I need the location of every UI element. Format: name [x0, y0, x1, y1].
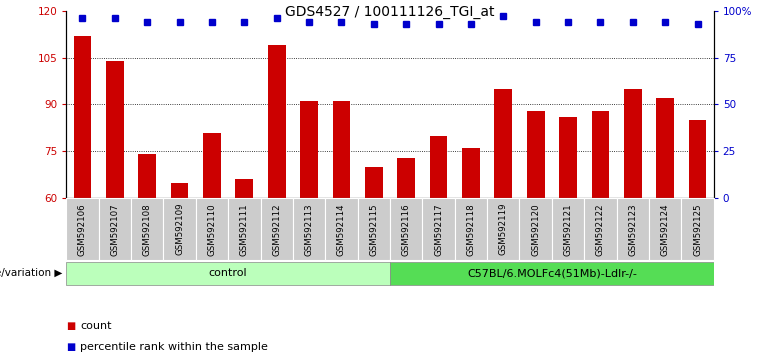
Text: GSM592108: GSM592108 — [143, 203, 152, 256]
Text: GSM592121: GSM592121 — [563, 203, 573, 256]
FancyBboxPatch shape — [261, 198, 293, 260]
Bar — [365, 167, 383, 198]
Bar — [171, 183, 189, 198]
Text: control: control — [209, 268, 247, 279]
FancyBboxPatch shape — [164, 198, 196, 260]
Bar — [430, 136, 448, 198]
Text: GSM592111: GSM592111 — [239, 203, 249, 256]
FancyBboxPatch shape — [99, 198, 131, 260]
FancyBboxPatch shape — [358, 198, 390, 260]
Text: GSM592114: GSM592114 — [337, 203, 346, 256]
FancyBboxPatch shape — [423, 198, 455, 260]
FancyBboxPatch shape — [519, 198, 552, 260]
Text: count: count — [80, 321, 112, 331]
Bar — [106, 61, 124, 198]
FancyBboxPatch shape — [487, 198, 519, 260]
Text: GSM592107: GSM592107 — [110, 203, 119, 256]
Text: GSM592112: GSM592112 — [272, 203, 282, 256]
Bar — [236, 179, 254, 198]
Text: GSM592124: GSM592124 — [661, 203, 670, 256]
Bar — [526, 111, 544, 198]
FancyBboxPatch shape — [131, 198, 164, 260]
Bar — [73, 36, 91, 198]
Bar — [624, 89, 642, 198]
FancyBboxPatch shape — [455, 198, 487, 260]
Bar — [397, 158, 415, 198]
Text: GDS4527 / 100111126_TGI_at: GDS4527 / 100111126_TGI_at — [285, 5, 495, 19]
Bar — [300, 101, 318, 198]
Bar — [591, 111, 609, 198]
FancyBboxPatch shape — [617, 198, 649, 260]
Text: percentile rank within the sample: percentile rank within the sample — [80, 342, 268, 352]
FancyBboxPatch shape — [390, 262, 714, 285]
Bar — [495, 89, 512, 198]
Text: GSM592120: GSM592120 — [531, 203, 541, 256]
Text: GSM592110: GSM592110 — [207, 203, 217, 256]
Text: GSM592125: GSM592125 — [693, 203, 702, 256]
FancyBboxPatch shape — [325, 198, 358, 260]
FancyBboxPatch shape — [552, 198, 584, 260]
FancyBboxPatch shape — [649, 198, 682, 260]
Text: GSM592118: GSM592118 — [466, 203, 476, 256]
FancyBboxPatch shape — [196, 198, 229, 260]
FancyBboxPatch shape — [293, 198, 325, 260]
Text: GSM592106: GSM592106 — [78, 203, 87, 256]
Bar — [559, 117, 577, 198]
Text: C57BL/6.MOLFc4(51Mb)-Ldlr-/-: C57BL/6.MOLFc4(51Mb)-Ldlr-/- — [467, 268, 636, 279]
Bar — [138, 154, 156, 198]
Bar — [656, 98, 674, 198]
Bar — [332, 101, 350, 198]
Bar — [268, 45, 285, 198]
Text: GSM592115: GSM592115 — [369, 203, 378, 256]
FancyBboxPatch shape — [584, 198, 617, 260]
Text: GSM592113: GSM592113 — [304, 203, 314, 256]
Bar — [689, 120, 707, 198]
Text: GSM592119: GSM592119 — [498, 203, 508, 256]
Text: GSM592122: GSM592122 — [596, 203, 605, 256]
Text: genotype/variation ▶: genotype/variation ▶ — [0, 268, 62, 279]
FancyBboxPatch shape — [682, 198, 714, 260]
FancyBboxPatch shape — [66, 262, 390, 285]
Text: GSM592123: GSM592123 — [628, 203, 637, 256]
Text: ■: ■ — [66, 342, 76, 352]
Text: GSM592117: GSM592117 — [434, 203, 443, 256]
FancyBboxPatch shape — [229, 198, 261, 260]
Text: GSM592116: GSM592116 — [402, 203, 411, 256]
Bar — [462, 148, 480, 198]
FancyBboxPatch shape — [390, 198, 423, 260]
Text: GSM592109: GSM592109 — [175, 203, 184, 256]
FancyBboxPatch shape — [66, 198, 99, 260]
Bar — [203, 133, 221, 198]
Text: ■: ■ — [66, 321, 76, 331]
